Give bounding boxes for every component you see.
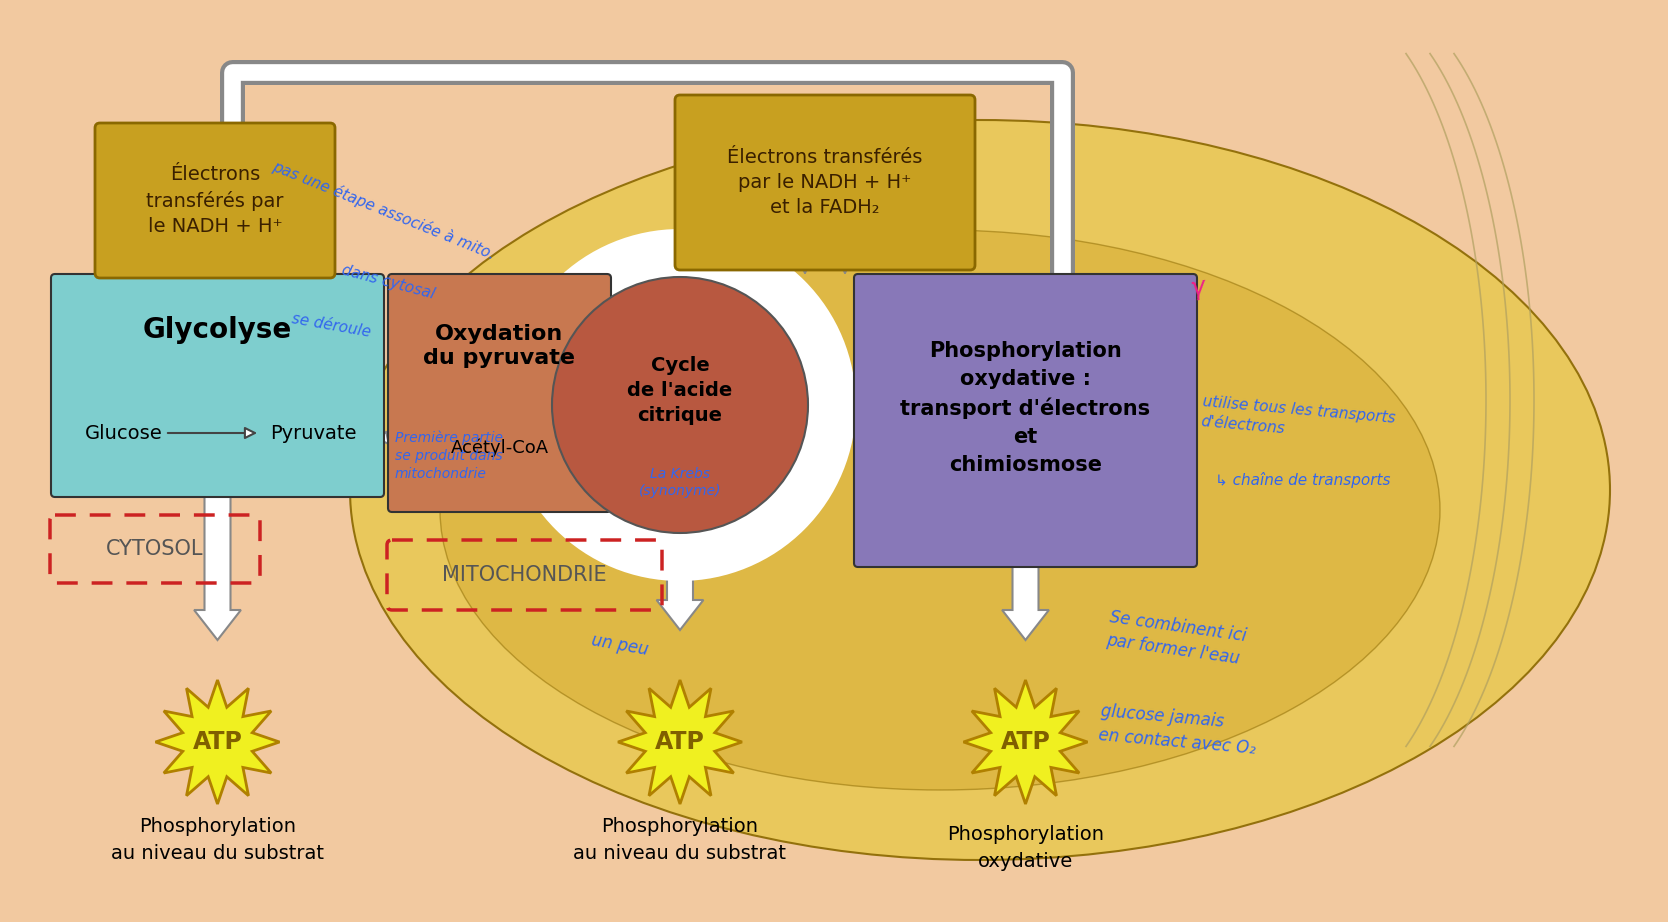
Text: Phosphorylation
oxydative :
transport d'électrons
et
chimiosmose: Phosphorylation oxydative : transport d'… xyxy=(901,341,1151,475)
Text: Phosphorylation
au niveau du substrat: Phosphorylation au niveau du substrat xyxy=(574,817,787,863)
Text: Oxydation
du pyruvate: Oxydation du pyruvate xyxy=(424,325,575,368)
Text: ↳ chaîne de transports: ↳ chaîne de transports xyxy=(1214,472,1391,488)
FancyBboxPatch shape xyxy=(95,123,335,278)
Text: Cycle
de l'acide
citrique: Cycle de l'acide citrique xyxy=(627,356,732,424)
FancyBboxPatch shape xyxy=(52,274,384,497)
Text: un peu: un peu xyxy=(590,632,651,659)
Polygon shape xyxy=(155,680,280,804)
Text: Phosphorylation
au niveau du substrat: Phosphorylation au niveau du substrat xyxy=(112,817,324,863)
Ellipse shape xyxy=(350,120,1610,860)
Text: ATP: ATP xyxy=(192,730,242,754)
Text: Électrons
transférés par
le NADH + H⁺: Électrons transférés par le NADH + H⁺ xyxy=(147,165,284,236)
Text: La Krebs
(synonyme): La Krebs (synonyme) xyxy=(639,467,721,498)
Text: ATP: ATP xyxy=(656,730,706,754)
Polygon shape xyxy=(964,680,1088,804)
Text: Électrons transférés
par le NADH + H⁺
et la FADH₂: Électrons transférés par le NADH + H⁺ et… xyxy=(727,148,922,217)
Ellipse shape xyxy=(504,229,856,581)
Text: γ: γ xyxy=(1188,275,1206,301)
Text: Glycolyse: Glycolyse xyxy=(143,316,292,344)
Ellipse shape xyxy=(552,277,807,533)
Ellipse shape xyxy=(440,230,1439,790)
Text: MITOCHONDRIE: MITOCHONDRIE xyxy=(442,565,607,585)
Text: dans cytosal: dans cytosal xyxy=(340,263,437,302)
Text: Se combinent ici
par former l'eau: Se combinent ici par former l'eau xyxy=(1104,608,1248,668)
Text: ATP: ATP xyxy=(1001,730,1051,754)
Text: Acétyl-CoA: Acétyl-CoA xyxy=(450,439,549,457)
FancyArrow shape xyxy=(1002,563,1049,640)
Text: pas une étape associée à mito.: pas une étape associée à mito. xyxy=(270,158,497,262)
Polygon shape xyxy=(619,680,742,804)
Text: Pyruvate: Pyruvate xyxy=(270,423,357,443)
Text: utilise tous les transports
d'électrons: utilise tous les transports d'électrons xyxy=(1199,395,1396,445)
Text: glucose jamais
en contact avec O₂: glucose jamais en contact avec O₂ xyxy=(1098,703,1259,758)
FancyBboxPatch shape xyxy=(854,274,1198,567)
FancyArrow shape xyxy=(657,545,704,630)
Text: Glucose: Glucose xyxy=(85,423,163,443)
Text: Première partie
se produit dans
mitochondrie: Première partie se produit dans mitochon… xyxy=(395,430,504,481)
FancyArrow shape xyxy=(193,493,240,640)
FancyBboxPatch shape xyxy=(676,95,976,270)
Text: CYTOSOL: CYTOSOL xyxy=(107,539,203,559)
FancyBboxPatch shape xyxy=(389,274,610,512)
Text: Phosphorylation
oxydative: Phosphorylation oxydative xyxy=(947,825,1104,870)
Text: se déroule: se déroule xyxy=(290,312,372,340)
